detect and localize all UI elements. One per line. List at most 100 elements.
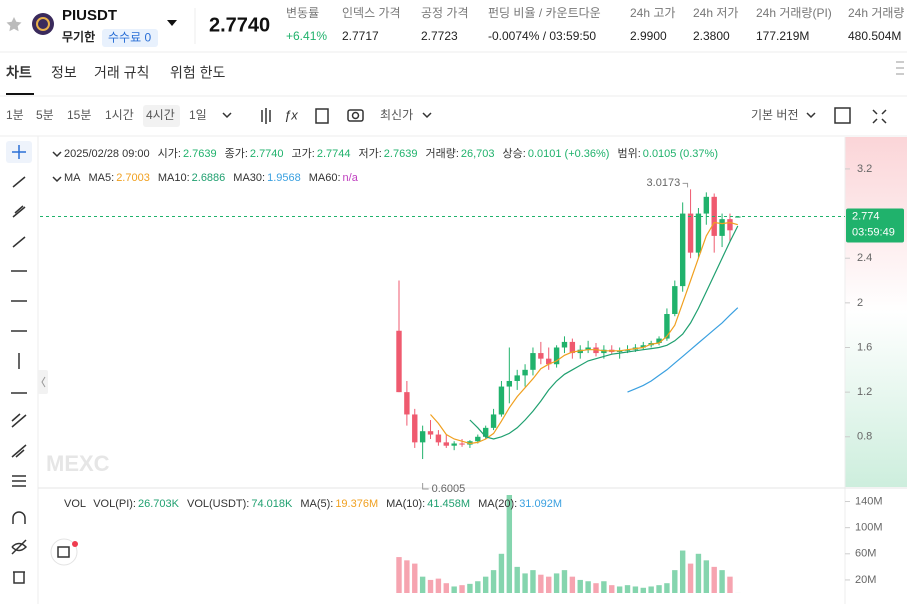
interval-dropdown[interactable]	[223, 113, 231, 117]
hide-tool[interactable]	[12, 540, 26, 554]
interval[interactable]: 1일	[189, 108, 207, 122]
stat-label: 펀딩 비율 / 카운트다운	[488, 6, 601, 20]
candle-body	[515, 375, 520, 381]
candle-body	[680, 214, 685, 287]
high-annotation: 3.0173	[647, 177, 681, 189]
volume-bar	[719, 570, 724, 593]
candle-body	[688, 214, 693, 253]
tab[interactable]: 차트	[6, 65, 32, 81]
volume-bar	[491, 570, 496, 593]
ma-toggle[interactable]	[53, 177, 61, 181]
ma-line	[431, 223, 738, 444]
camera-lens	[353, 113, 359, 119]
volume-bar	[428, 580, 433, 593]
delete-tool[interactable]	[13, 572, 25, 583]
drawing-tools	[6, 141, 32, 583]
magnet-tool[interactable]	[13, 512, 25, 524]
stat-value: 2.7723	[421, 29, 458, 43]
volume-bar	[696, 554, 701, 593]
trend-line-tool[interactable]	[13, 177, 25, 187]
volume-bar	[688, 564, 693, 593]
legend-label: MA5:	[89, 172, 115, 184]
y-tick-label: 1.6	[857, 341, 872, 353]
candle-body	[412, 414, 417, 442]
legend-label: MA30:	[233, 172, 265, 184]
layout-icon[interactable]	[835, 108, 850, 123]
volume-bar	[562, 570, 567, 593]
tab[interactable]: 위험 한도	[170, 65, 226, 81]
legend-value: 2.6886	[192, 172, 226, 184]
interval[interactable]: 4시간	[146, 108, 175, 122]
legend-value: 0.0101 (+0.36%)	[528, 148, 610, 160]
volume-bar	[483, 577, 488, 593]
volume-bar	[570, 577, 575, 593]
volume-bar	[451, 586, 456, 593]
legend-label: VOL(USDT):	[187, 498, 249, 510]
tab-underline	[6, 93, 34, 95]
legend-value: 41.458M	[427, 498, 470, 510]
candle-body	[444, 442, 449, 445]
volume-bar	[420, 577, 425, 593]
ray-tool[interactable]	[13, 206, 25, 217]
volume-bar	[617, 586, 622, 593]
interval[interactable]: 5분	[36, 108, 54, 122]
extended-line-tool[interactable]	[13, 237, 25, 247]
legend-title: MA	[64, 172, 81, 184]
fib-tool[interactable]	[12, 476, 26, 486]
stat-value: 2.7717	[342, 29, 379, 43]
y-tick-label: 0.8	[857, 431, 872, 443]
low-annotation: 0.6005	[432, 483, 466, 495]
legend-label: 종가:	[225, 147, 248, 160]
candle-body	[664, 314, 669, 339]
volume-bar	[499, 554, 504, 593]
volume-bar	[601, 581, 606, 593]
stat-value: 480.504M	[848, 29, 901, 43]
symbol[interactable]: PIUSDT	[62, 7, 117, 24]
volume-bar	[396, 557, 401, 593]
volume-bar	[656, 585, 661, 593]
version-dropdown[interactable]	[807, 113, 815, 117]
legend-toggle[interactable]	[53, 152, 61, 156]
menu-icon[interactable]	[896, 62, 904, 74]
volume-bar	[522, 573, 527, 593]
indicator-icon[interactable]: ƒx	[284, 107, 298, 122]
volume-bar	[515, 567, 520, 593]
template-icon[interactable]	[316, 109, 328, 123]
camera-icon[interactable]	[348, 110, 363, 121]
y-tick-label: 2.4	[857, 252, 872, 264]
candle-icon[interactable]	[262, 108, 270, 124]
legend-value: 26,703	[461, 148, 495, 160]
legend-label: MA(20):	[478, 498, 517, 510]
fullscreen-icon[interactable]	[873, 110, 886, 123]
collapse-handle[interactable]	[38, 370, 48, 394]
volume-bar	[475, 581, 480, 593]
interval[interactable]: 1분	[6, 108, 24, 122]
stat-value: +6.41%	[286, 29, 327, 43]
candle-body	[436, 435, 441, 443]
volume-bar	[578, 580, 583, 593]
stat-label: 24h 고가	[630, 6, 675, 20]
interval[interactable]: 1시간	[105, 108, 134, 122]
candle-body	[491, 414, 496, 427]
price-type[interactable]: 최신가	[380, 108, 413, 122]
price-type-dropdown[interactable]	[423, 113, 431, 117]
candle-body	[538, 353, 543, 359]
high-annotation-pointer	[683, 183, 688, 187]
version[interactable]: 기본 버전	[751, 108, 799, 122]
tab[interactable]: 정보	[51, 65, 77, 81]
legend-value: 0.0105 (0.37%)	[643, 148, 718, 160]
legend-label: MA(5):	[300, 498, 333, 510]
contract-type: 무기한	[62, 29, 95, 44]
candle-body	[696, 214, 701, 253]
volume-bar	[712, 567, 717, 593]
legend-label: VOL(PI):	[93, 498, 136, 510]
pitchfork-tool[interactable]	[12, 445, 26, 457]
legend-label: 범위:	[617, 147, 640, 160]
interval[interactable]: 15분	[67, 108, 91, 122]
channel-tool[interactable]	[12, 414, 26, 427]
last-price-tag-countdown: 03:59:49	[852, 226, 895, 238]
stat-value: -0.0074% / 03:59:50	[488, 29, 596, 43]
tab[interactable]: 거래 규칙	[94, 65, 149, 81]
